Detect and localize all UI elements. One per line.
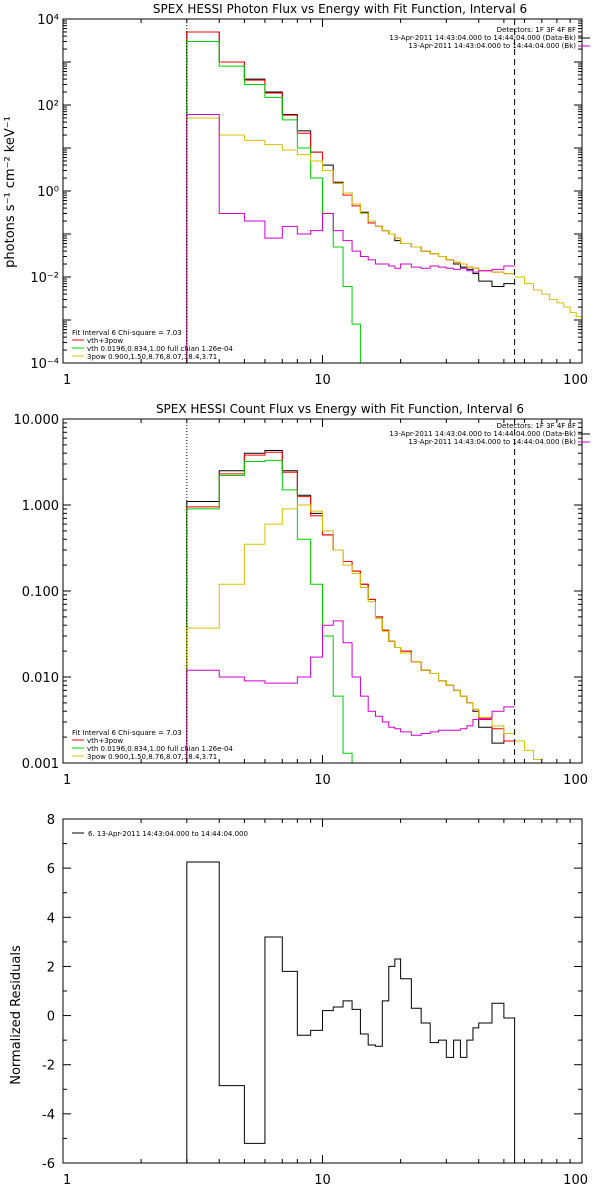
panel1-data	[186, 19, 582, 363]
panel2-x-tick-label: 10	[314, 773, 331, 788]
panel1-y-tick-label: 10²	[37, 99, 59, 114]
panel2-y-tick-label: 10.000	[14, 413, 60, 428]
panel2-series-black	[186, 450, 515, 763]
panel2-series-yellow	[186, 504, 515, 763]
panel2-fit-line-1: vth+3pow	[87, 737, 123, 745]
panel2-fit-line-0: Fit Interval 6 Chi-square = 7.03	[72, 729, 182, 737]
panel1-series-red	[186, 31, 515, 363]
panel2-y-tick-label: 1.000	[22, 499, 59, 514]
panel3-x-tick-label: 10	[314, 1173, 331, 1188]
panel3-y-axis-label: Normalized Residuals	[9, 945, 24, 1085]
panel3-legend-text: 6. 13-Apr-2011 14:43:04.000 to 14:44:04.…	[88, 830, 248, 838]
panel2-series-magenta	[186, 620, 515, 763]
panel1-fit-line-2: vth 0.0196,0.834,1.00 full chian 1.26e-0…	[87, 345, 233, 353]
panel1-x-tick-label: 100	[563, 373, 588, 388]
panel1-series-green	[186, 40, 515, 363]
panel2-y-tick-label: 0.100	[22, 585, 59, 600]
panel2-header-line-0: Detectors: 1F 3F 4F 8F	[497, 422, 576, 430]
panel2-x-tick-label: 1	[63, 773, 71, 788]
panel1-header-line-0: Detectors: 1F 3F 4F 8F	[497, 26, 576, 34]
panel3-y-tick-label: 2	[47, 960, 55, 975]
panel1-y-tick-label: 10⁻²	[30, 271, 59, 286]
panel3-y-tick-label: 0	[47, 1010, 55, 1025]
panel1-fit-line-1: vth+3pow	[87, 337, 123, 345]
panel3-data	[186, 861, 516, 1163]
panel1-series-black	[186, 31, 515, 363]
panel1-plot: 1 10 100 10⁻⁴ 10⁻² 10⁰ 10² 10⁴	[30, 13, 588, 388]
panel2-header-line-2: 13-Apr-2011 14:43:04.000 to 14:44:04.000…	[408, 438, 576, 446]
panel2-series-yellow-extension	[514, 740, 550, 763]
panel2-header-line-1: 13-Apr-2011 14:43:04.000 to 14:44:04.000…	[389, 430, 576, 438]
panel2-series-red	[186, 451, 515, 763]
panel1-series-yellow	[186, 117, 515, 363]
panel2-data	[186, 419, 550, 763]
panel3-y-tick-label: -6	[42, 1157, 55, 1172]
panel1-y-tick-label: 10⁻⁴	[30, 357, 59, 372]
panel1-header-line-2: 13-Apr-2011 14:43:04.000 to 14:44:04.000…	[408, 42, 576, 50]
panel3-x-tick-label: 1	[63, 1173, 71, 1188]
panel1-y-tick-label: 10⁴	[37, 13, 59, 28]
panel1-x-tick-label: 10	[314, 373, 331, 388]
panel2-y-tick-label: 0.001	[22, 757, 59, 772]
panel3-y-tick-label: -4	[42, 1108, 55, 1123]
panel2-fit-line-3: 3pow 0.900,1.50,8.76,8.07,18.4,3.71	[87, 753, 217, 761]
panel1-title: SPEX HESSI Photon Flux vs Energy with Fi…	[153, 2, 527, 16]
panel2-title: SPEX HESSI Count Flux vs Energy with Fit…	[156, 402, 524, 416]
panel3-series-black	[186, 861, 516, 1163]
panel3-y-tick-label: 8	[47, 813, 55, 828]
panel1-fit-line-0: Fit Interval 6 Chi-square = 7.03	[72, 329, 182, 337]
panel3-y-tick-label: 4	[47, 911, 55, 926]
panel2-fit-line-2: vth 0.0196,0.834,1.00 full chian 1.26e-0…	[87, 745, 233, 753]
panel1-y-tick-label: 10⁰	[37, 185, 59, 200]
panel3-x-tick-label: 100	[563, 1173, 588, 1188]
panel1-series-yellow-extension	[514, 276, 582, 318]
panel1-fit-line-3: 3pow 0.900,1.50,8.76,8.07,18.4,3.71	[87, 353, 217, 361]
panel2-plot: 1 10 100 0.001 0.010 0.100 1.000 10.000	[14, 413, 589, 788]
panel1-y-axis-label: photons s⁻¹ cm⁻² keV⁻¹	[3, 116, 18, 268]
panel2-series-green	[186, 459, 515, 763]
panel2-x-tick-label: 100	[563, 773, 588, 788]
panel3-frame	[62, 818, 583, 1164]
panel2-y-tick-label: 0.010	[22, 671, 59, 686]
panel1-header-line-1: 13-Apr-2011 14:43:04.000 to 14:44:04.000…	[389, 34, 576, 42]
panel1-x-tick-label: 1	[63, 373, 71, 388]
panel3-y-tick-label: 6	[47, 862, 55, 877]
panel3-plot: 1 10 100 -6 -4 -2 0 2 4 6 8	[42, 813, 588, 1188]
panel1-series-magenta	[186, 114, 515, 363]
panel3-y-tick-label: -2	[42, 1059, 55, 1074]
